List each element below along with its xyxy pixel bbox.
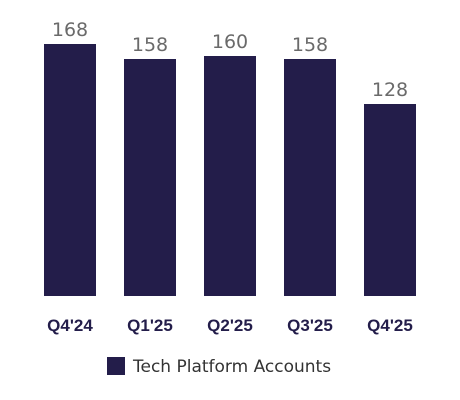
- x-tick-label-2: Q2'25: [207, 316, 253, 335]
- bar-3: [284, 59, 336, 296]
- data-labels-layer: 168 158 160 158 128: [52, 19, 408, 101]
- legend: Tech Platform Accounts: [107, 357, 331, 377]
- data-label-1: 158: [132, 34, 168, 56]
- legend-label: Tech Platform Accounts: [132, 357, 331, 377]
- x-tick-label-4: Q4'25: [367, 316, 413, 335]
- bar-1: [124, 59, 176, 296]
- bar-2: [204, 56, 256, 296]
- x-axis-tick-labels: Q4'24 Q1'25 Q2'25 Q3'25 Q4'25: [47, 316, 413, 335]
- data-label-2: 160: [212, 31, 248, 53]
- bars-layer: [44, 44, 416, 296]
- legend-swatch: [107, 357, 125, 375]
- data-label-4: 128: [372, 79, 408, 101]
- bar-4: [364, 104, 416, 296]
- x-tick-label-1: Q1'25: [127, 316, 173, 335]
- x-tick-label-3: Q3'25: [287, 316, 333, 335]
- bar-0: [44, 44, 96, 296]
- data-label-0: 168: [52, 19, 88, 41]
- data-label-3: 158: [292, 34, 328, 56]
- x-tick-label-0: Q4'24: [47, 316, 93, 335]
